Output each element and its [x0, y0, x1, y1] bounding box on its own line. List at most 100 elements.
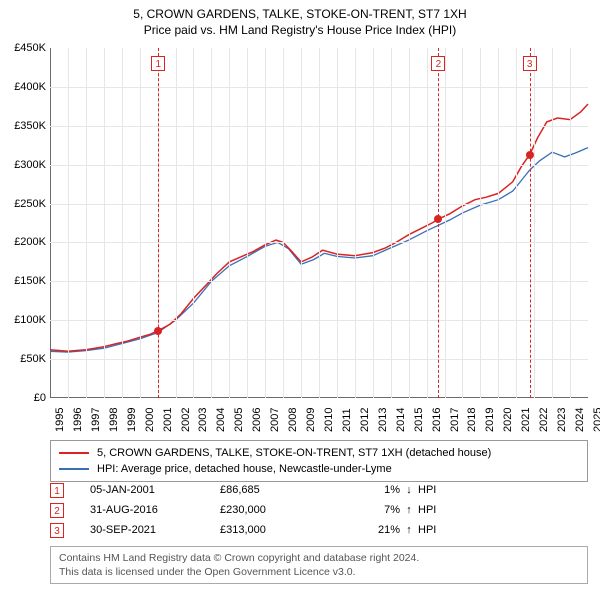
marker-dot-3	[526, 151, 534, 159]
event-row-2: 2 31-AUG-2016£230,0007%↑HPI	[50, 500, 588, 520]
marker-dot-2	[434, 215, 442, 223]
x-tick-label: 2025	[592, 408, 600, 432]
x-tick-label: 2022	[538, 408, 550, 432]
gridline-v	[229, 48, 230, 398]
event-date: 05-JAN-2001	[90, 484, 220, 496]
x-tick-label: 2002	[180, 408, 192, 432]
gridline-v	[247, 48, 248, 398]
credit-box: Contains HM Land Registry data © Crown c…	[50, 546, 588, 584]
gridline-v	[140, 48, 141, 398]
legend-row-property: 5, CROWN GARDENS, TALKE, STOKE-ON-TRENT,…	[59, 445, 579, 461]
y-tick-label: £300K	[14, 159, 46, 171]
event-row-3: 3 30-SEP-2021£313,00021%↑HPI	[50, 520, 588, 540]
chart-container: 5, CROWN GARDENS, TALKE, STOKE-ON-TRENT,…	[0, 0, 600, 590]
legend-swatch-property	[59, 452, 89, 454]
arrow-up-icon: ↑	[400, 504, 418, 516]
gridline-v	[337, 48, 338, 398]
gridline-v	[122, 48, 123, 398]
gridline-v	[534, 48, 535, 398]
x-tick-label: 2024	[574, 408, 586, 432]
gridline-v	[104, 48, 105, 398]
x-tick-label: 2011	[341, 408, 353, 432]
gridline-v	[373, 48, 374, 398]
y-tick-label: £350K	[14, 120, 46, 132]
gridline-v	[68, 48, 69, 398]
gridline-v	[355, 48, 356, 398]
legend-text-property: 5, CROWN GARDENS, TALKE, STOKE-ON-TRENT,…	[97, 447, 491, 459]
x-tick-label: 2008	[287, 408, 299, 432]
event-date: 30-SEP-2021	[90, 524, 220, 536]
y-tick-label: £50K	[20, 353, 46, 365]
x-tick-label: 2021	[520, 408, 532, 432]
x-tick-label: 2005	[233, 408, 245, 432]
marker-line-1	[158, 48, 159, 398]
event-hpi-label: HPI	[418, 504, 468, 516]
x-tick-label: 2012	[359, 408, 371, 432]
x-tick-label: 2000	[144, 408, 156, 432]
event-price: £86,685	[220, 484, 340, 496]
x-tick-label: 2018	[466, 408, 478, 432]
x-tick-label: 1996	[72, 408, 84, 432]
marker-line-3	[530, 48, 531, 398]
gridline-v	[552, 48, 553, 398]
event-price: £230,000	[220, 504, 340, 516]
event-hpi-label: HPI	[418, 524, 468, 536]
y-tick-label: £0	[34, 392, 46, 404]
x-tick-label: 2014	[395, 408, 407, 432]
marker-dot-1	[154, 327, 162, 335]
title-block: 5, CROWN GARDENS, TALKE, STOKE-ON-TRENT,…	[0, 0, 600, 38]
y-tick-label: £450K	[14, 42, 46, 54]
legend-text-hpi: HPI: Average price, detached house, Newc…	[97, 463, 392, 475]
event-date: 31-AUG-2016	[90, 504, 220, 516]
event-hpi-label: HPI	[418, 484, 468, 496]
marker-box-2: 2	[431, 56, 445, 71]
gridline-v	[462, 48, 463, 398]
y-tick-label: £100K	[14, 314, 46, 326]
gridline-v	[498, 48, 499, 398]
arrow-down-icon: ↓	[400, 484, 418, 496]
y-tick-label: £250K	[14, 198, 46, 210]
gridline-v	[516, 48, 517, 398]
gridline-v	[283, 48, 284, 398]
gridline-v	[193, 48, 194, 398]
x-tick-label: 1997	[90, 408, 102, 432]
event-pct: 1%	[340, 484, 400, 496]
x-tick-label: 2003	[197, 408, 209, 432]
gridline-v	[86, 48, 87, 398]
legend-swatch-hpi	[59, 468, 89, 470]
gridline-v	[570, 48, 571, 398]
credit-line2: This data is licensed under the Open Gov…	[59, 565, 579, 579]
event-marker-1: 1	[50, 483, 64, 498]
credit-line1: Contains HM Land Registry data © Crown c…	[59, 551, 579, 565]
x-tick-label: 1999	[126, 408, 138, 432]
event-pct: 21%	[340, 524, 400, 536]
marker-box-3: 3	[523, 56, 537, 71]
title-line2: Price paid vs. HM Land Registry's House …	[0, 22, 600, 38]
x-tick-label: 2006	[251, 408, 263, 432]
x-tick-label: 2023	[556, 408, 568, 432]
x-tick-label: 2010	[323, 408, 335, 432]
x-tick-label: 2015	[413, 408, 425, 432]
x-tick-label: 2013	[377, 408, 389, 432]
gridline-v	[427, 48, 428, 398]
y-tick-label: £400K	[14, 81, 46, 93]
event-pct: 7%	[340, 504, 400, 516]
x-tick-label: 2001	[162, 408, 174, 432]
event-marker-2: 2	[50, 503, 64, 518]
gridline-v	[176, 48, 177, 398]
gridline-v	[391, 48, 392, 398]
x-tick-label: 2009	[305, 408, 317, 432]
gridline-v	[265, 48, 266, 398]
event-marker-3: 3	[50, 523, 64, 538]
event-price: £313,000	[220, 524, 340, 536]
chart-plot-area: £0£50K£100K£150K£200K£250K£300K£350K£400…	[50, 48, 588, 398]
gridline-v	[445, 48, 446, 398]
arrow-up-icon: ↑	[400, 524, 418, 536]
y-tick-label: £200K	[14, 236, 46, 248]
x-tick-label: 1995	[54, 408, 66, 432]
events-table: 105-JAN-2001£86,6851%↓HPI231-AUG-2016£23…	[50, 480, 588, 540]
x-tick-label: 2017	[449, 408, 461, 432]
gridline-v	[409, 48, 410, 398]
legend-box: 5, CROWN GARDENS, TALKE, STOKE-ON-TRENT,…	[50, 440, 588, 482]
title-line1: 5, CROWN GARDENS, TALKE, STOKE-ON-TRENT,…	[0, 6, 600, 22]
